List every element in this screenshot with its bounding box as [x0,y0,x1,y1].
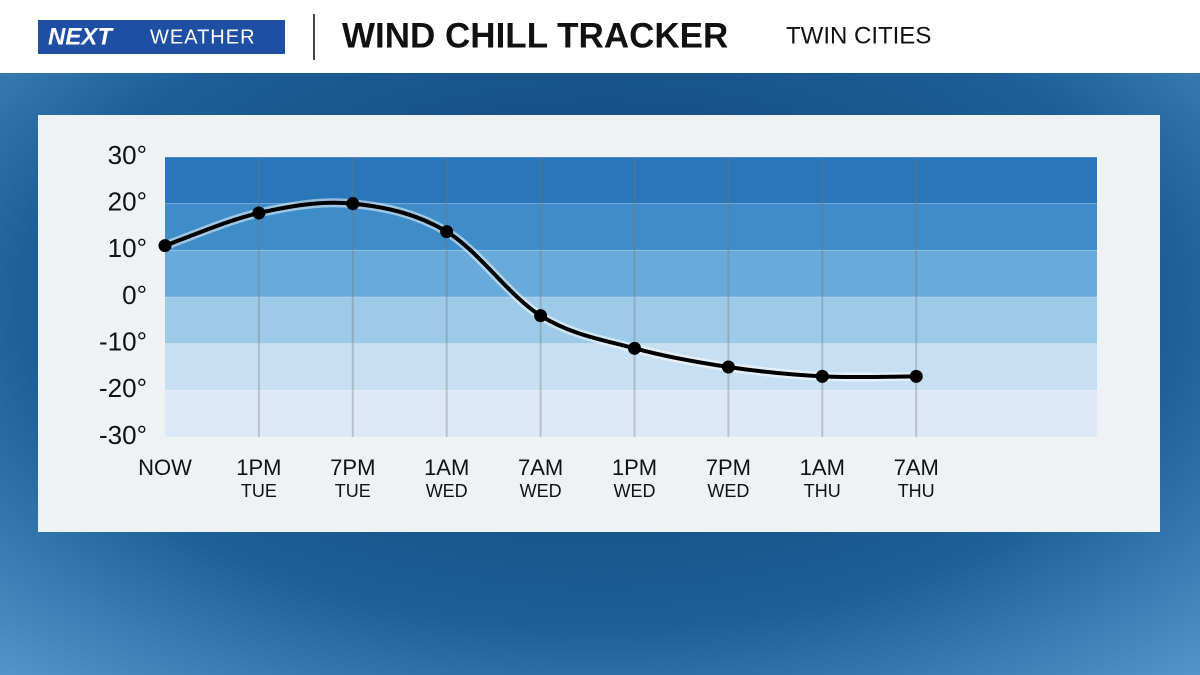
x-tick-label: 7AM [518,455,563,480]
logo [38,20,285,54]
x-tick-sublabel: THU [898,481,935,501]
band [165,250,1097,297]
logo-weather: WEATHER [150,26,256,48]
x-tick-sublabel: WED [520,481,562,501]
x-tick-label: 1AM [424,455,469,480]
x-tick-sublabel: WED [707,481,749,501]
y-tick-label: 10° [108,233,147,263]
y-tick-label: -30° [99,420,147,450]
point [534,309,548,323]
point [440,225,454,239]
band [165,203,1097,251]
y-tick-label: 30° [108,140,147,170]
point [346,197,360,211]
chart-subtitle: TWIN CITIES [786,22,931,49]
x-tick-label: 1PM [236,455,281,480]
x-tick-sublabel: WED [614,481,656,501]
point [909,369,923,383]
x-tick-label: 1AM [800,455,845,480]
band [165,297,1097,344]
point [158,239,172,253]
x-tick-label: 1PM [612,455,657,480]
point [721,360,735,374]
point [628,341,641,355]
x-tick-label: 7PM [706,455,751,480]
y-tick-label: 20° [108,187,147,217]
chart-title: WIND CHILL TRACKER [342,16,728,55]
x-tick-label: NOW [138,455,192,480]
x-tick-sublabel: THU [804,481,841,501]
band [165,390,1097,437]
y-tick-label: -10° [99,327,147,357]
x-tick-label: 7AM [894,455,939,480]
y-tick-label: 0° [122,280,147,310]
x-tick-sublabel: TUE [335,481,371,501]
logo-next: NEXT [48,23,114,50]
point [815,369,829,383]
x-tick-sublabel: WED [426,481,468,501]
x-tick-sublabel: TUE [241,481,277,501]
point [252,206,266,220]
x-tick-label: 7PM [330,455,375,480]
y-tick-label: -20° [99,373,147,403]
band [165,157,1097,204]
